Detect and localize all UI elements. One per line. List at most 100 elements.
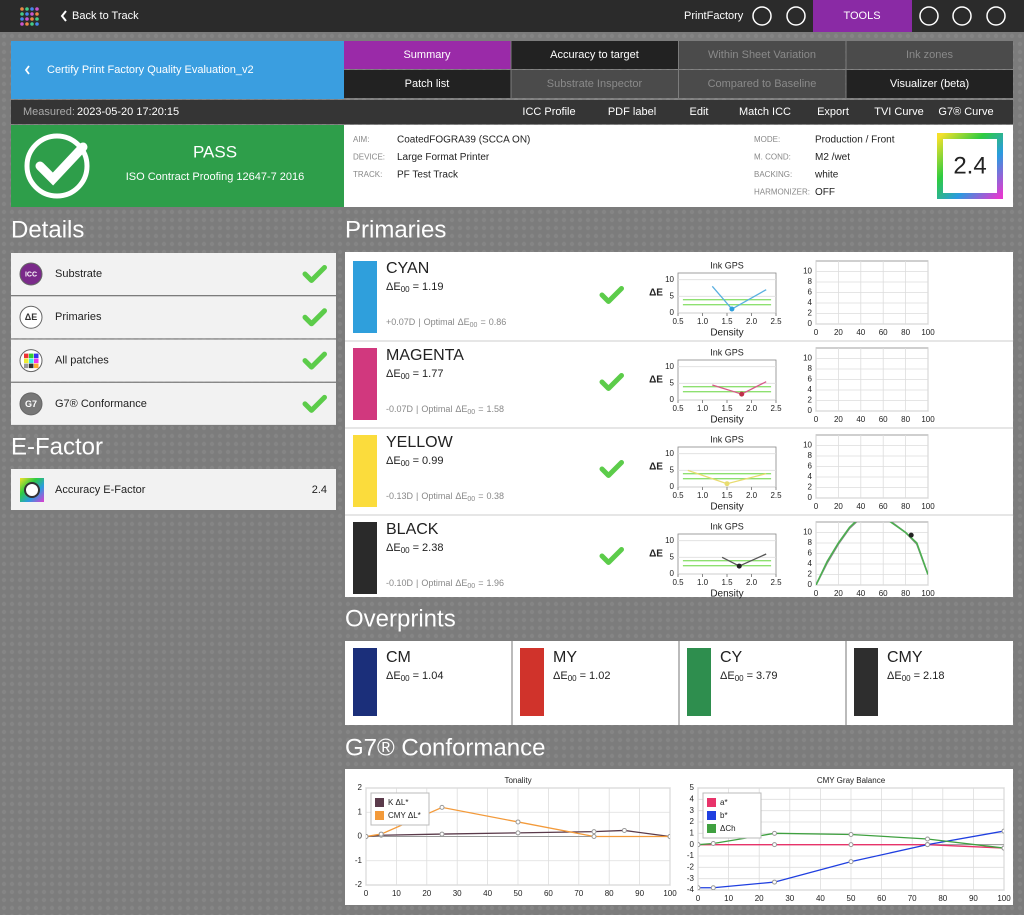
delta-equals: =: [478, 404, 483, 414]
delta-sub: 00: [401, 285, 410, 294]
tab-label[interactable]: Accuracy to target: [550, 49, 639, 61]
series-point: [925, 836, 930, 842]
tab[interactable]: [344, 41, 511, 69]
menu-dot: [35, 17, 39, 21]
info-value: white: [814, 170, 839, 181]
details-row[interactable]: [11, 339, 336, 382]
x-tick-label: 2.0: [746, 317, 758, 326]
delta-sub: 00: [467, 583, 475, 590]
delta-symbol: ΔE: [386, 368, 401, 380]
x-tick-label: 20: [755, 894, 764, 903]
icon-text: ΔE: [25, 312, 37, 322]
info-value: OFF: [815, 187, 835, 198]
x-axis-label: Density: [710, 328, 743, 339]
details-row[interactable]: [11, 296, 336, 339]
delta-e: ΔE00 = 1.77: [386, 368, 443, 381]
delta-symbol: ΔE: [386, 455, 401, 467]
separator: |: [416, 404, 418, 414]
tools-tab[interactable]: [813, 0, 912, 32]
x-tick-label: 1.0: [697, 578, 709, 587]
tab[interactable]: [511, 41, 679, 69]
toolbar-icon[interactable]: [752, 6, 772, 26]
tab[interactable]: [846, 70, 1014, 98]
y-tick-label: 0: [670, 569, 675, 578]
optimal-value: 0.38: [486, 491, 504, 501]
tab-label[interactable]: Patch list: [405, 78, 450, 90]
toolbar-icon[interactable]: [786, 6, 806, 26]
check-icon: [302, 265, 327, 283]
tab-label: Substrate Inspector: [547, 78, 643, 90]
check-icon: [302, 394, 327, 413]
tools-label[interactable]: TOOLS: [843, 10, 880, 22]
score-box: [937, 133, 1003, 199]
x-tick-label: 0: [814, 589, 819, 598]
action-button[interactable]: Match ICC: [739, 106, 791, 118]
details-row[interactable]: [11, 382, 336, 425]
legend-swatch: [375, 798, 384, 807]
series-point: [1001, 845, 1004, 851]
details-row[interactable]: [11, 253, 336, 295]
y-tick-label: -2: [355, 880, 363, 889]
section-heading: E-Factor: [11, 433, 103, 460]
back-chevron[interactable]: [60, 10, 67, 22]
menu-dot: [30, 12, 34, 16]
y-tick-label: 0: [670, 308, 675, 317]
action-button[interactable]: Export: [817, 106, 849, 118]
patch-swatch: [29, 358, 34, 364]
toolbar-icon[interactable]: [986, 6, 1006, 26]
action-button[interactable]: G7® Curve: [938, 106, 993, 118]
delta-sub: 00: [401, 459, 410, 468]
y-tick-label: 4: [690, 794, 695, 803]
x-tick-label: 60: [877, 894, 886, 903]
x-tick-label: 100: [921, 415, 935, 424]
tab[interactable]: [344, 70, 511, 98]
series-group: [682, 381, 772, 397]
details-label[interactable]: Primaries: [55, 311, 102, 323]
delta-value: 2.18: [923, 670, 944, 682]
toolbar-icon[interactable]: [919, 6, 939, 26]
details-label[interactable]: G7® Conformance: [55, 398, 147, 410]
action-button[interactable]: PDF label: [608, 106, 656, 118]
legend-label: a*: [720, 798, 728, 807]
delta-e: ΔE00 = 2.18: [887, 670, 944, 683]
y-tick-label: 5: [670, 465, 675, 474]
delta-sub: 00: [470, 322, 478, 329]
y-tick-label: 8: [808, 451, 813, 460]
action-button[interactable]: TVI Curve: [874, 106, 924, 118]
details-label[interactable]: All patches: [55, 355, 109, 367]
y-tick-label: 5: [670, 378, 675, 387]
y-tick-label: 3: [690, 806, 695, 815]
delta-equals: =: [478, 491, 483, 501]
x-tick-label: 0.5: [672, 404, 684, 413]
y-tick-label: -4: [687, 885, 695, 894]
optimal-label: Optimal: [424, 317, 455, 327]
x-tick-label: 60: [879, 589, 888, 598]
color-bar: [353, 348, 377, 420]
series-point: [710, 885, 716, 890]
x-tick-label: 100: [921, 328, 935, 337]
overprint-name: CM: [386, 649, 411, 666]
menu-dot: [20, 22, 24, 26]
y-tick-label: 4: [808, 559, 813, 568]
action-button[interactable]: Edit: [690, 106, 709, 118]
footnote: -0.10D | Optimal ΔE00 = 1.96: [386, 578, 504, 589]
primary-name: CYAN: [386, 260, 429, 277]
tab-label[interactable]: Visualizer (beta): [890, 78, 969, 90]
delta-equals: =: [413, 670, 419, 682]
y-tick-label: 8: [808, 364, 813, 373]
score: 2.4: [953, 152, 986, 179]
job-back[interactable]: [24, 65, 30, 75]
toolbar-icon[interactable]: [952, 6, 972, 26]
y-tick-label: -1: [687, 851, 695, 860]
x-axis-label: Density: [710, 415, 743, 426]
y-tick-label: 6: [808, 462, 813, 471]
check-icon: [599, 373, 624, 391]
info-label: HARMONIZER:: [754, 188, 810, 197]
optimal-value: 1.58: [486, 404, 504, 414]
delta-symbol: ΔE: [887, 670, 902, 682]
x-tick-label: 1.5: [721, 404, 733, 413]
tab-label[interactable]: Summary: [403, 49, 451, 61]
details-label[interactable]: Substrate: [55, 268, 102, 280]
back-link[interactable]: Back to Track: [72, 10, 139, 22]
action-button[interactable]: ICC Profile: [522, 106, 575, 118]
